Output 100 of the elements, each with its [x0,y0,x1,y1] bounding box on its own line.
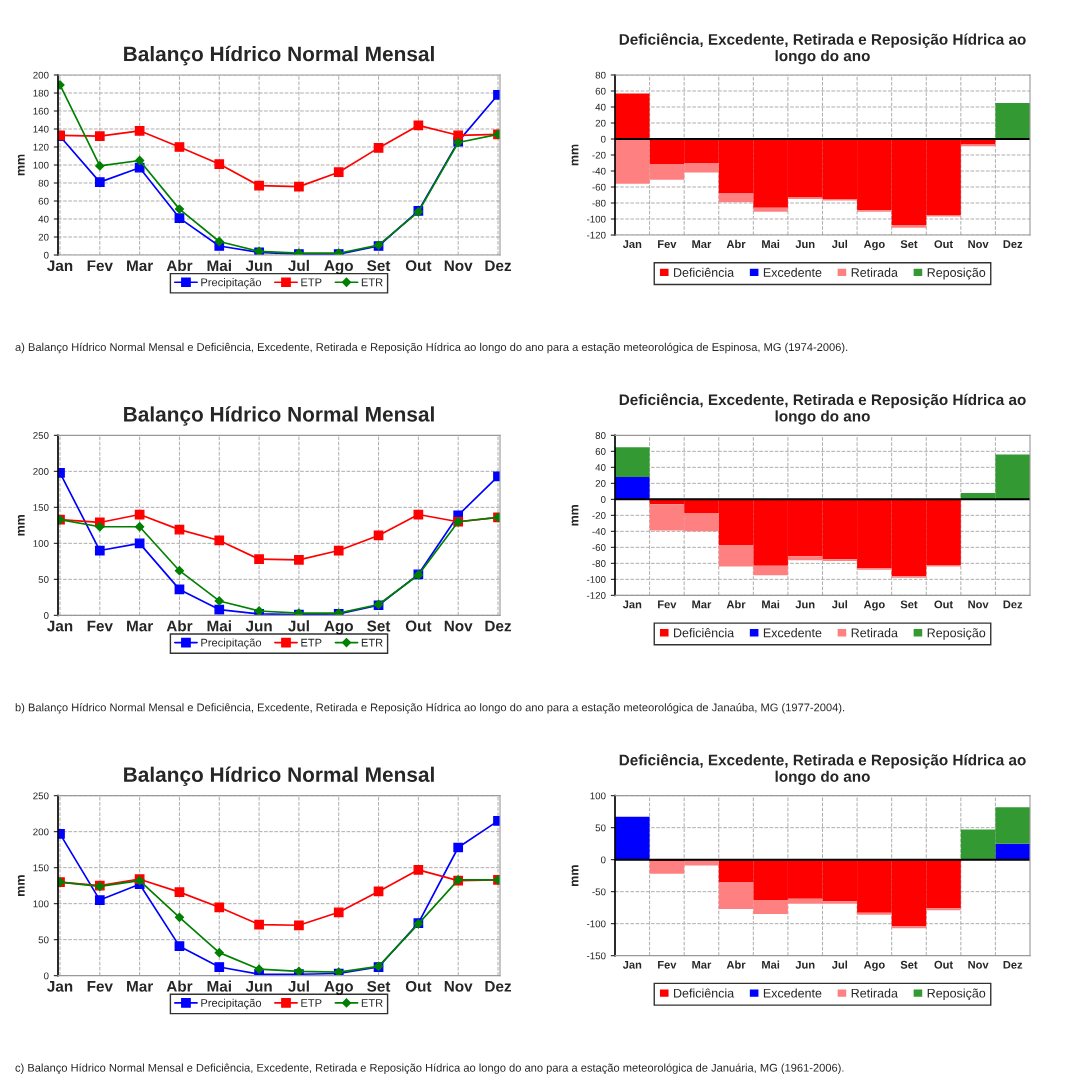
y-tick-label: 100 [33,540,49,547]
x-tick-label: Out [405,620,432,632]
x-tick-label: Ago [863,600,885,611]
y-tick-label: 40 [595,103,606,111]
y-tick-label: 80 [38,179,49,187]
x-tick-label: Ago [324,260,353,275]
x-tick-label: Nov [968,240,989,249]
x-tick-label: Jan [47,981,73,992]
text: c) Balanço Hídrico Normal Mensal e Deficiência, Excedente, Retirada e Reposição Hídrica ao longo do ano para a estação meteorológica de Januária, MG (1961-2006). [15,1063,844,1074]
x-tick-label: Mar [692,960,712,969]
x-tick-label: Nov [968,960,989,969]
y-tick-label: 100 [33,161,49,169]
y-tick-label: -80 [592,560,606,567]
x-tick-label: Nov [444,620,473,632]
x-tick-label: Out [934,240,953,249]
x-tick-label: Ago [324,981,353,995]
y-tick-label: 200 [33,468,49,475]
x-tick-label: Dez [1003,960,1023,969]
y-axis-title: mm [571,865,579,886]
y-tick-label: -60 [592,183,606,191]
y-tick-label: 0 [600,135,606,143]
x-tick-label: Jan [622,600,642,609]
legend-label: Retirada [851,267,898,277]
y-tick-label: 180 [33,89,49,97]
x-tick-label: Abr [726,600,746,609]
y-tick-label: 150 [33,504,49,511]
x-tick-label: Set [900,600,918,609]
y-tick-label: 20 [38,233,49,241]
x-tick-label: Jun [795,240,815,249]
x-tick-label: Jun [795,600,815,609]
y-tick-label: 20 [595,119,606,127]
x-tick-label: Set [367,980,391,992]
legend-label: Deficiência [674,628,735,638]
y-tick-label: 250 [33,432,49,439]
x-tick-label: Ago [863,240,885,251]
x-tick-label: Set [900,240,918,249]
x-tick-label: Abr [166,259,193,272]
x-tick-label: Mar [692,240,712,249]
y-tick-label: 40 [595,464,606,471]
x-tick-label: Mai [207,620,231,632]
y-tick-label: 150 [33,864,49,872]
y-tick-label: 160 [33,107,49,115]
x-tick-label: Mai [762,600,780,609]
y-tick-label: -20 [592,512,606,519]
y-tick-label: -50 [592,888,606,896]
x-tick-label: Mar [692,600,712,609]
y-tick-label: -40 [592,167,606,175]
legend-label: Excedente [763,267,822,277]
x-tick-label: Mai [762,239,780,249]
y-tick-label: -80 [592,199,606,207]
x-tick-label: Jul [831,600,848,609]
legend-label: ETP [301,278,322,287]
legend-label: Reposição [927,628,986,640]
x-tick-label: Mai [207,259,231,272]
y-tick-label: -150 [586,952,606,960]
x-tick-label: Mai [762,960,780,969]
y-tick-label: 200 [33,71,49,79]
x-tick-label: Fev [87,620,113,632]
y-tick-label: 0 [43,251,49,259]
x-tick-label: Dez [485,620,512,632]
y-tick-label: 120 [33,143,49,151]
y-tick-label: 60 [38,197,49,205]
x-tick-label: Jul [831,960,848,969]
chart-title: Balanço Hídrico Normal Mensal [124,766,434,787]
x-tick-label: Jan [47,260,73,272]
y-tick-label: -40 [592,528,606,535]
x-tick-label: Mai [207,980,231,992]
y-tick-label: 40 [38,215,49,223]
chart-title: Deficiência, Excedente, Retirada e Reposição Hídrica ao longo do ano [619,33,1026,65]
legend-label: Excedente [763,988,822,998]
text: b) Balanço Hídrico Normal Mensal e Deficiência, Excedente, Retirada e Reposição Hídrica ao longo do ano para a estação meteorológica de Janaúba, MG (1977-2004). [15,703,845,714]
x-tick-label: Set [367,260,391,272]
y-tick-label: 0 [600,496,606,503]
y-axis-title: mm [17,514,25,536]
legend-label: Excedente [763,628,822,638]
x-tick-label: Mar [127,981,153,992]
legend-label: Retirada [851,628,898,638]
legend-label: Reposição [927,267,986,280]
legend-label: ETR [361,999,383,1007]
x-tick-label: Dez [1003,240,1023,249]
y-tick-label: -20 [592,151,606,159]
y-axis-title: mm [17,875,25,896]
chart-title: Deficiência, Excedente, Retirada e Reposição Hídrica ao longo do ano [619,753,1026,786]
y-tick-label: -120 [586,592,606,599]
y-tick-label: 80 [595,71,606,79]
x-tick-label: Jul [288,980,309,992]
y-tick-label: -100 [586,576,606,583]
y-tick-label: 80 [595,432,606,439]
x-tick-label: Abr [726,239,746,249]
x-tick-label: Jul [288,620,309,632]
y-axis-title: mm [571,144,579,166]
legend-label: Deficiência [674,988,735,998]
x-tick-label: Set [367,620,391,632]
x-tick-label: Fev [87,981,113,992]
x-tick-label: Jul [288,259,309,272]
x-tick-label: Fev [658,960,677,969]
x-tick-label: Out [405,980,432,992]
text: a) Balanço Hídrico Normal Mensal e Deficiência, Excedente, Retirada e Reposição Hídrica ao longo do ano para a estação meteorológica de Espinosa, MG (1974-2006). [15,342,848,354]
x-tick-label: Set [900,960,918,969]
x-tick-label: Jun [245,981,272,992]
